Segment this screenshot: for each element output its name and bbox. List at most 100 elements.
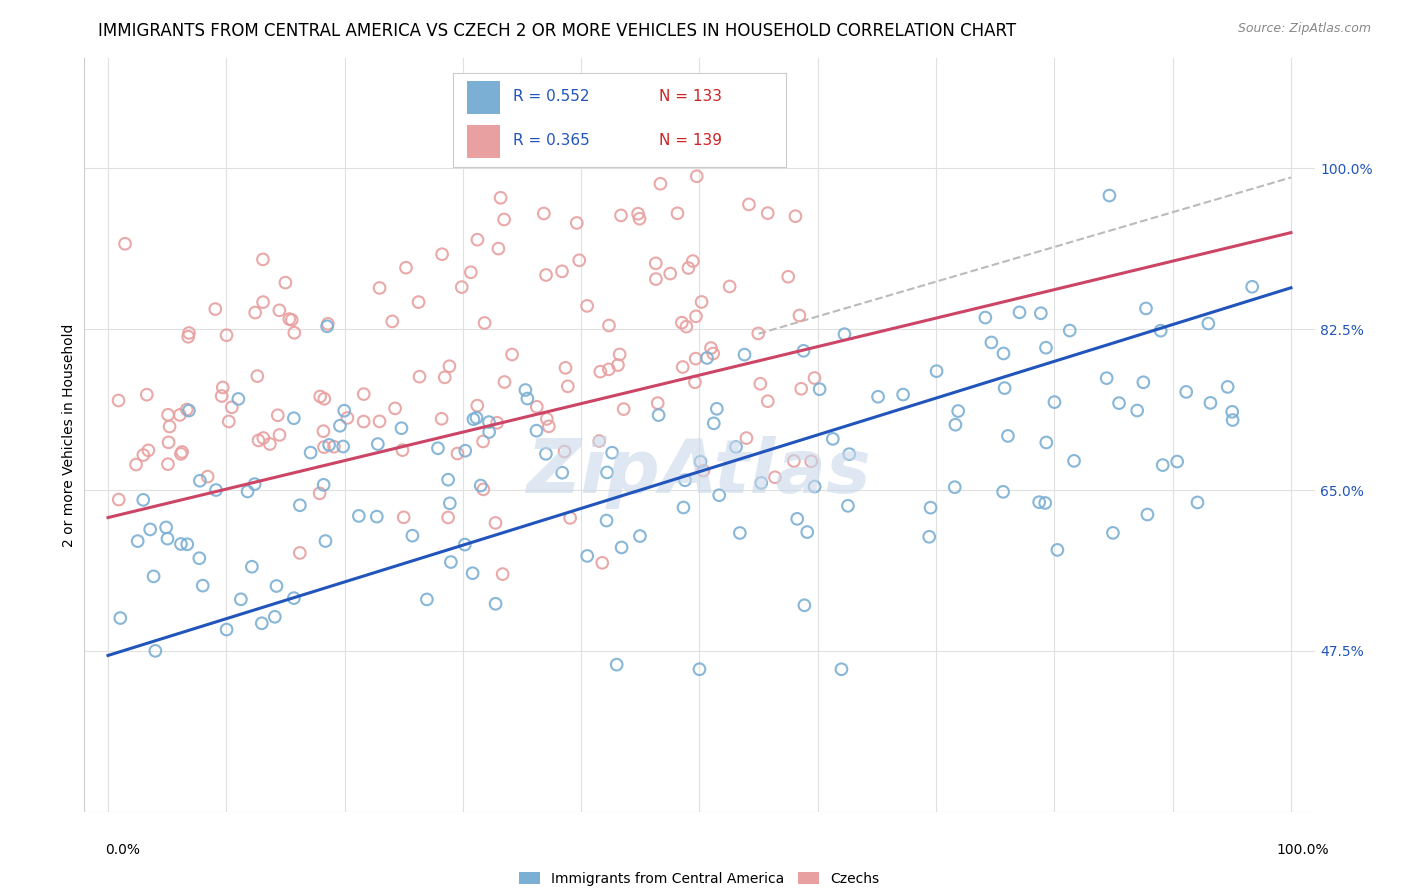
Point xyxy=(1187,495,1209,509)
Point xyxy=(675,319,697,334)
Point xyxy=(440,555,463,569)
Point xyxy=(107,492,129,507)
Point xyxy=(685,351,707,366)
Point xyxy=(218,415,240,429)
Point xyxy=(463,412,485,426)
Point xyxy=(557,379,579,393)
Point xyxy=(1063,454,1085,468)
Point xyxy=(250,616,273,631)
Point xyxy=(707,488,730,502)
Point xyxy=(176,537,198,551)
Point xyxy=(172,445,194,459)
Point xyxy=(127,534,149,549)
Point xyxy=(702,346,724,360)
Point xyxy=(600,446,623,460)
Point xyxy=(169,408,191,422)
Point xyxy=(243,305,266,319)
Point xyxy=(408,295,430,310)
Point xyxy=(945,417,967,432)
Point xyxy=(384,401,406,416)
Point xyxy=(283,591,305,606)
Point xyxy=(526,424,548,438)
Point xyxy=(599,133,621,147)
Text: Source: ZipAtlas.com: Source: ZipAtlas.com xyxy=(1237,22,1371,36)
Point xyxy=(645,272,668,286)
Point xyxy=(135,387,157,401)
Point xyxy=(454,443,477,458)
Point xyxy=(312,478,335,492)
Point xyxy=(486,416,509,430)
Point xyxy=(598,318,620,333)
Point xyxy=(1222,413,1244,427)
Point xyxy=(724,440,747,454)
Point xyxy=(299,445,322,459)
Point xyxy=(589,365,612,379)
Point xyxy=(460,265,482,279)
Point xyxy=(114,236,136,251)
Point xyxy=(259,437,281,451)
Point xyxy=(591,556,613,570)
Point xyxy=(269,428,291,442)
Point xyxy=(778,269,800,284)
Point xyxy=(1008,305,1031,319)
Point xyxy=(696,351,718,365)
Point xyxy=(132,448,155,462)
Point xyxy=(156,457,179,471)
Point xyxy=(215,328,238,343)
Point xyxy=(786,512,808,526)
Point xyxy=(274,276,297,290)
Point xyxy=(565,216,588,230)
Point xyxy=(974,310,997,325)
Point xyxy=(808,382,831,396)
Point xyxy=(347,508,370,523)
Point xyxy=(1028,495,1050,509)
Point xyxy=(613,402,636,417)
Point xyxy=(789,309,811,323)
Point xyxy=(312,440,335,454)
Point xyxy=(785,209,807,223)
Point xyxy=(718,279,741,293)
Point xyxy=(159,419,181,434)
Point xyxy=(472,434,495,449)
Point xyxy=(395,260,418,275)
Point xyxy=(204,301,226,316)
Point xyxy=(472,483,495,497)
Point xyxy=(568,253,591,268)
Point xyxy=(1199,396,1222,410)
Point xyxy=(671,316,693,330)
Point xyxy=(332,440,354,454)
Point xyxy=(433,370,456,384)
Point xyxy=(706,401,728,416)
Point xyxy=(1046,542,1069,557)
Point xyxy=(156,532,179,546)
Point xyxy=(177,403,200,417)
Point xyxy=(314,392,336,406)
Point xyxy=(533,206,555,220)
Point xyxy=(392,510,415,524)
Point xyxy=(792,343,814,358)
Text: ZipAtlas: ZipAtlas xyxy=(527,436,872,509)
Point xyxy=(267,409,290,423)
Point xyxy=(516,392,538,406)
Point xyxy=(252,431,274,445)
Point xyxy=(454,538,477,552)
Point xyxy=(1108,396,1130,410)
Point xyxy=(437,510,460,524)
Point xyxy=(628,529,651,543)
Point xyxy=(734,348,756,362)
Point xyxy=(188,474,211,488)
Point xyxy=(609,347,631,361)
Point xyxy=(336,411,359,425)
Point xyxy=(430,247,453,261)
Point xyxy=(170,447,193,461)
Point xyxy=(1035,341,1057,355)
Point xyxy=(683,375,706,389)
Point xyxy=(678,260,700,275)
Point xyxy=(1175,384,1198,399)
Point xyxy=(685,310,707,324)
Point xyxy=(537,419,560,434)
Point xyxy=(993,346,1015,360)
Point xyxy=(659,267,682,281)
Point xyxy=(461,566,484,581)
Point xyxy=(647,408,669,422)
